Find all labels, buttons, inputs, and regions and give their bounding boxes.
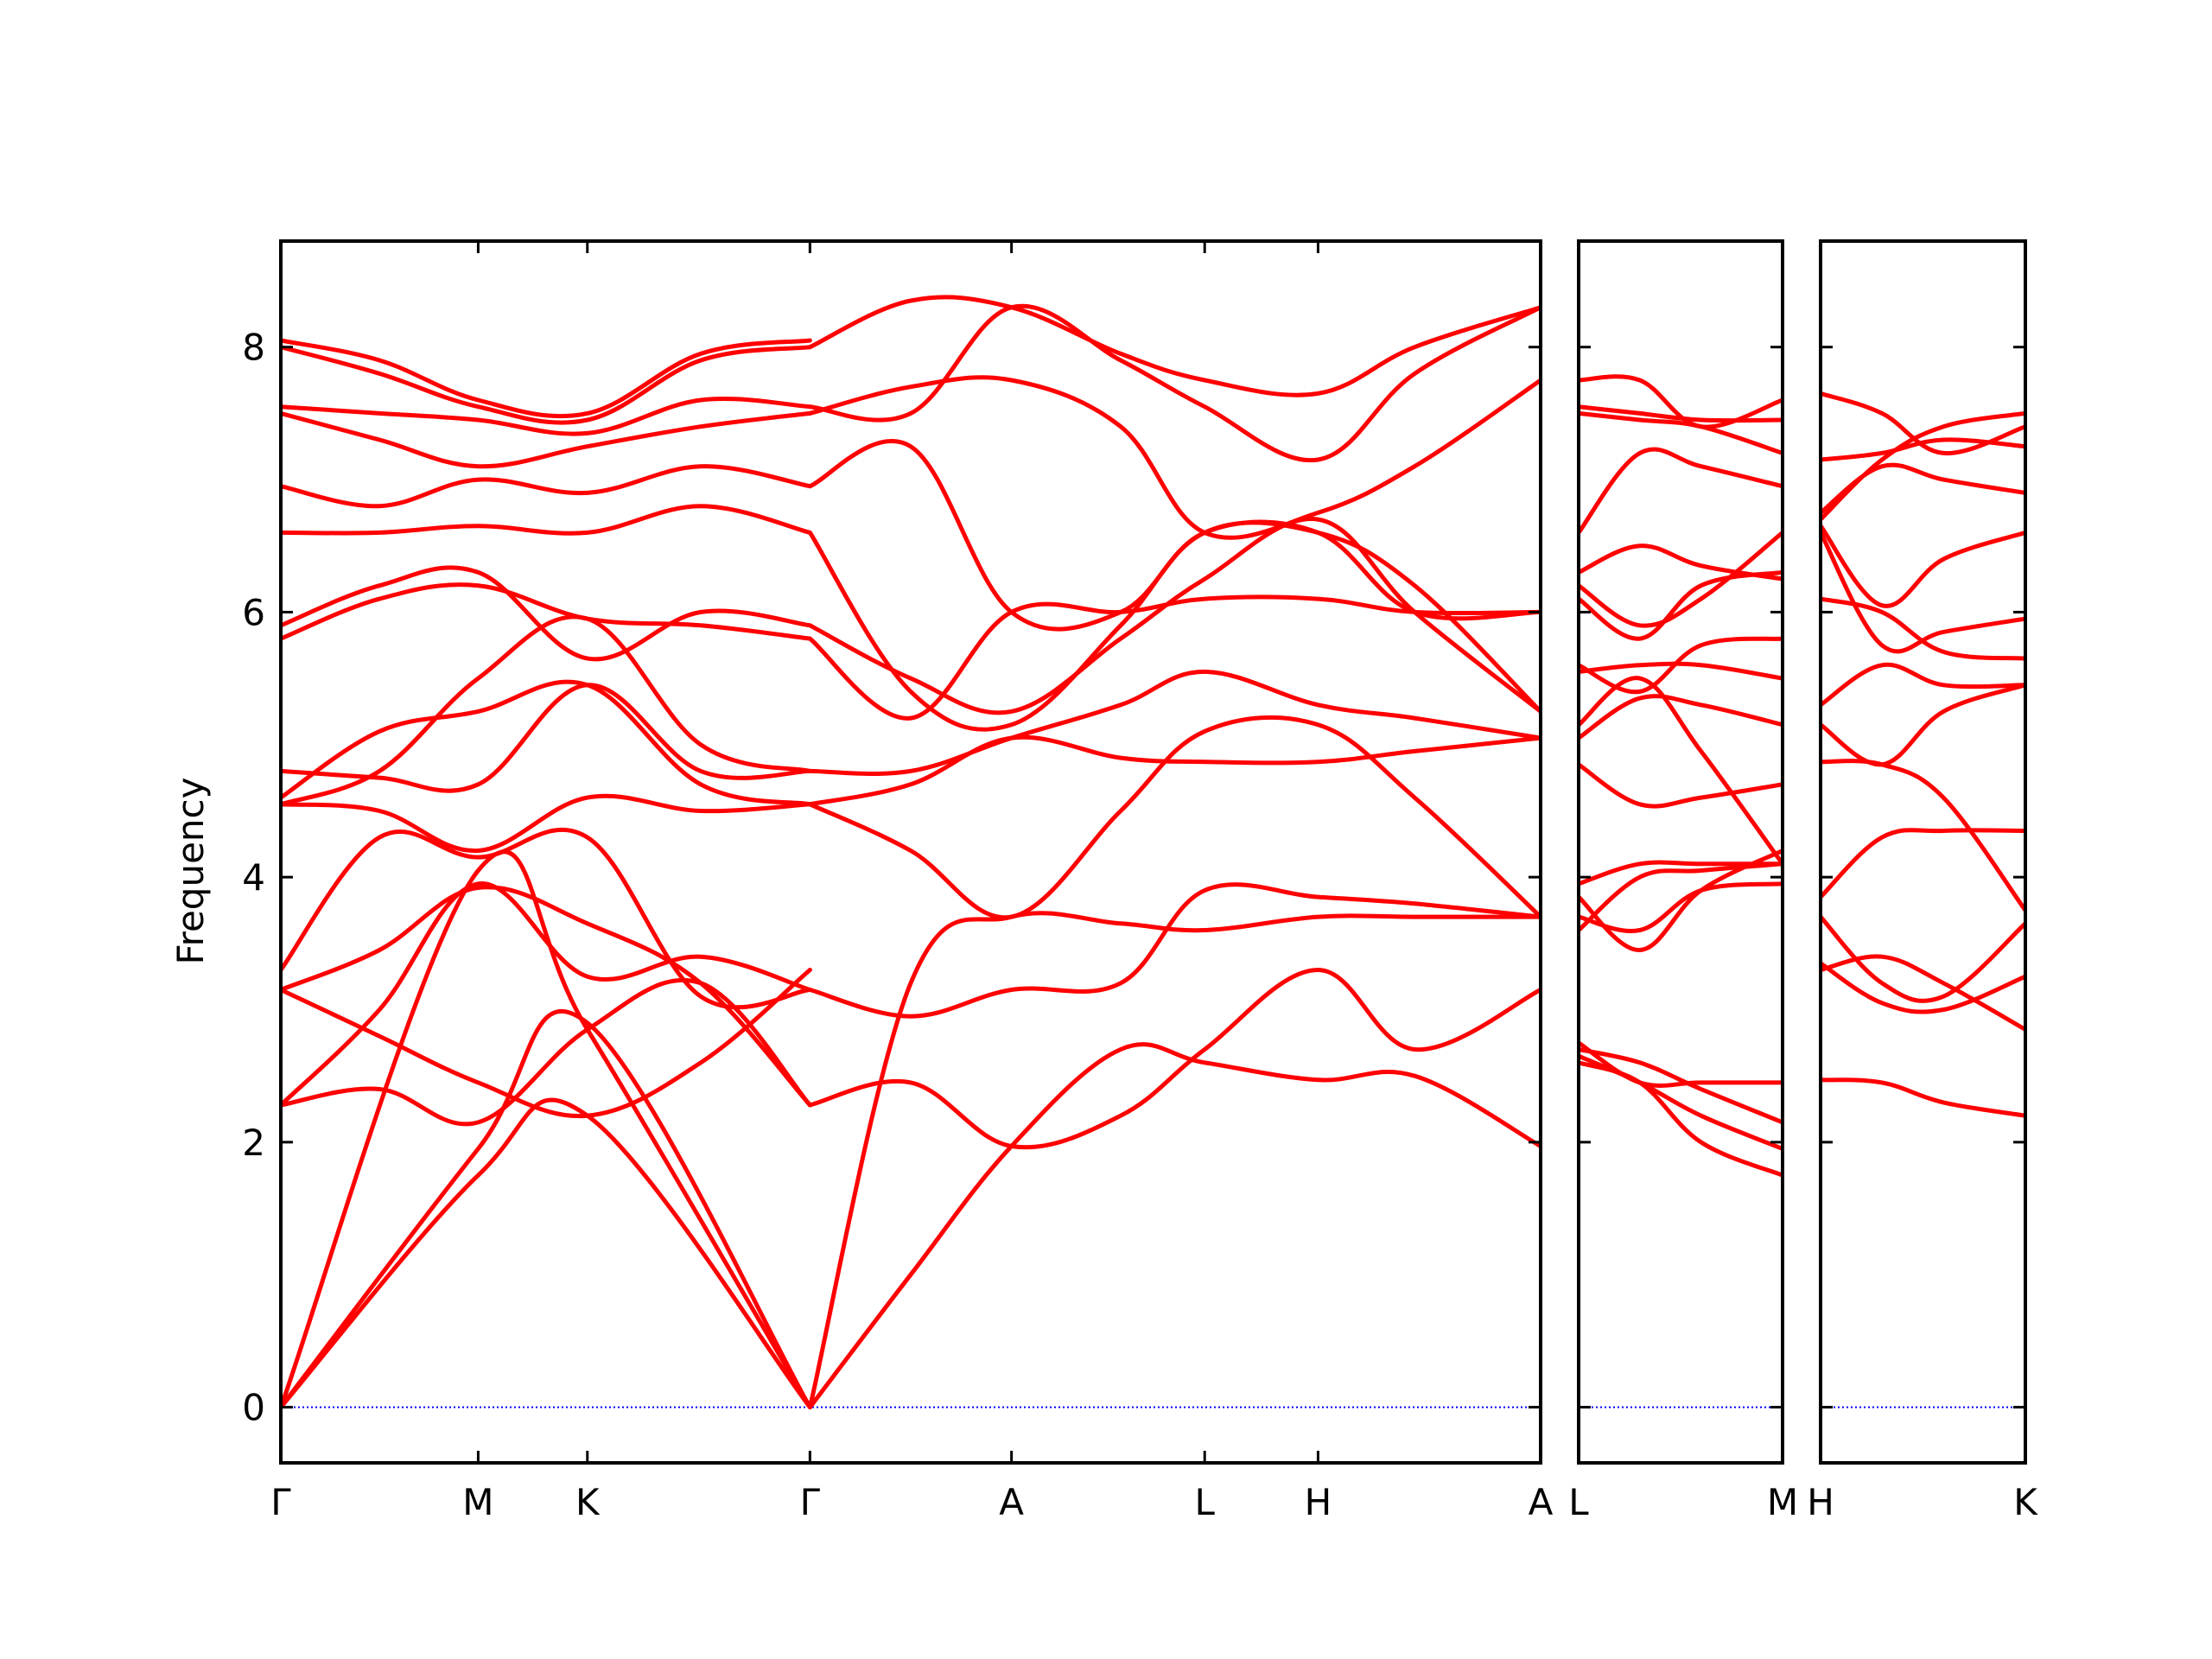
band-line [1579, 404, 1783, 423]
x-tick-label: A [999, 1481, 1024, 1523]
band-line [1579, 530, 1783, 628]
plot-frame [1819, 239, 2027, 1465]
band-line [281, 881, 812, 1108]
band-line [281, 345, 812, 425]
band-line [281, 827, 812, 1010]
x-tick-label: L [1568, 1481, 1589, 1523]
band-series-group [1821, 391, 2025, 1118]
band-line [1579, 1053, 1783, 1151]
x-tick-label: K [575, 1481, 601, 1523]
x-tick-label: H [1305, 1481, 1332, 1523]
band-line [1579, 881, 1783, 934]
band-line [807, 911, 1541, 1410]
band-line [807, 1042, 1541, 1410]
band-line [1821, 961, 2025, 1014]
band-line [1579, 543, 1783, 582]
band-line [807, 295, 1541, 397]
band-line [807, 594, 1541, 721]
band-line [281, 1008, 812, 1410]
band-line [1821, 410, 2025, 522]
x-tick-label: Γ [800, 1481, 821, 1523]
band-line [1821, 391, 2025, 455]
band-line [1579, 676, 1783, 867]
band-line [1821, 596, 2025, 661]
band-series-group [281, 295, 1541, 1410]
plot-frame [279, 239, 1542, 1465]
band-line [807, 375, 1541, 540]
band-line [1821, 828, 2025, 899]
band-line [1821, 662, 2025, 708]
band-line [807, 438, 1541, 632]
band-line [1579, 1040, 1783, 1089]
band-line [1821, 914, 2025, 1003]
band-line [1579, 860, 1783, 887]
band-line [281, 885, 812, 1108]
band-line [1579, 694, 1783, 741]
band-line [1579, 849, 1783, 953]
x-tick-label: M [462, 1481, 493, 1523]
band-line [281, 679, 812, 807]
band-line [281, 683, 812, 793]
band-line [1579, 410, 1783, 455]
band-line [281, 338, 812, 419]
y-tick-label: 4 [242, 856, 265, 899]
y-tick-label: 6 [242, 591, 265, 633]
band-line [807, 303, 1541, 463]
band-line [281, 582, 812, 641]
band-line [1821, 1077, 2025, 1118]
band-line [281, 977, 812, 1127]
band-line [807, 669, 1541, 776]
band-line [807, 968, 1541, 1150]
plot-frame [1577, 239, 1784, 1465]
band-line [281, 565, 812, 662]
y-tick-label: 2 [242, 1122, 265, 1164]
band-line [1579, 447, 1783, 535]
band-line [281, 410, 812, 469]
band-line [1579, 762, 1783, 809]
band-line [1579, 569, 1783, 641]
x-tick-label: L [1194, 1481, 1215, 1523]
x-tick-label: K [2013, 1481, 2038, 1523]
band-line [281, 793, 812, 854]
band-line [1821, 759, 2025, 912]
band-line [1821, 530, 2025, 654]
band-line [1579, 661, 1783, 681]
band-line [281, 849, 812, 1410]
band-line [281, 968, 812, 1119]
band-line [807, 882, 1541, 1019]
x-tick-label: H [1807, 1481, 1834, 1523]
band-line [281, 397, 812, 436]
band-line [281, 504, 812, 536]
band-line [1821, 462, 2025, 515]
band-line [1579, 374, 1783, 429]
y-tick-label: 0 [242, 1387, 265, 1429]
band-line [1579, 1047, 1783, 1125]
y-tick-label: 8 [242, 327, 265, 369]
band-line [1579, 636, 1783, 695]
y-axis-label: Frequency [169, 778, 212, 965]
band-line [807, 734, 1541, 807]
x-tick-label: A [1529, 1481, 1554, 1523]
band-line [1821, 524, 2025, 608]
band-line [1821, 437, 2025, 462]
x-tick-label: M [1767, 1481, 1798, 1523]
band-series-group [1579, 374, 1783, 1178]
band-line [281, 464, 812, 509]
band-line [1821, 954, 2025, 1032]
panel-1: Γ M K Γ A L H A 0 2 4 6 8 [242, 239, 1554, 1523]
x-tick-label: Γ [270, 1481, 291, 1523]
band-line [1821, 683, 2025, 767]
